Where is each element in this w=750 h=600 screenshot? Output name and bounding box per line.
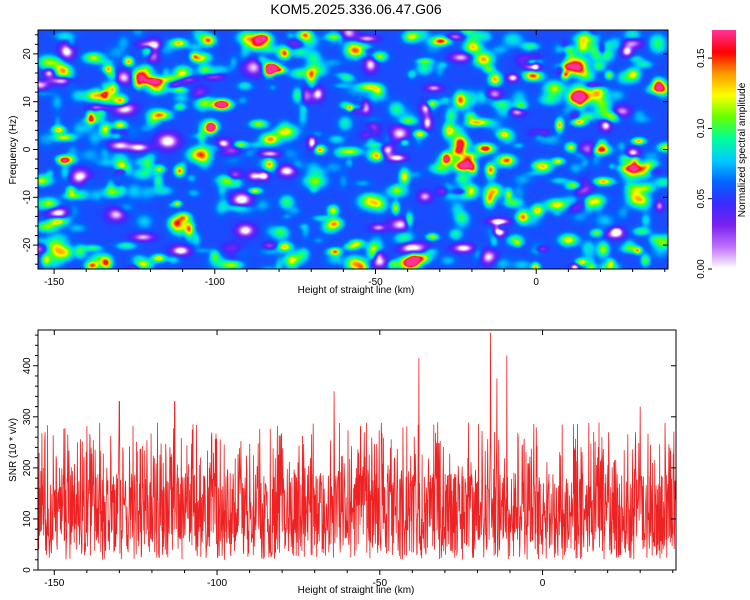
heatmap-x-ticks: -150 -100 -50 0	[44, 30, 666, 288]
snr-x-tick-label: -50	[373, 578, 388, 589]
figure-title: KOM5.2025.336.06.47.G06	[270, 1, 441, 17]
heatmap-x-tick-label: -150	[44, 277, 64, 288]
heatmap-y-axis-label: Frequency (Hz)	[8, 116, 19, 185]
snr-y-tick-label: 0	[22, 567, 33, 573]
snr-y-tick-label: 100	[22, 510, 33, 527]
colorbar: 0.00 0.05 0.10 0.15 Normalized spectral amp…	[696, 30, 748, 279]
snr-x-tick-label: 0	[540, 578, 546, 589]
heatmap-x-tick-label: -100	[205, 277, 225, 288]
heatmap-x-axis-label: Height of straight line (km)	[298, 285, 415, 296]
snr-y-ticks: 0 100 200 300 400	[22, 334, 676, 573]
snr-panel: -150 -100 -50 0 0 100 200 300 400 Height of str…	[8, 329, 677, 596]
snr-x-tick-label: -150	[44, 578, 64, 589]
colorbar-tick-label: 0.15	[696, 48, 707, 68]
heatmap-y-tick-label: 10	[22, 96, 33, 108]
snr-series-line	[37, 332, 677, 560]
colorbar-gradient	[712, 30, 736, 269]
snr-x-tick-label: -100	[207, 578, 227, 589]
snr-y-tick-label: 200	[22, 459, 33, 476]
heatmap-y-tick-label: -20	[22, 237, 33, 252]
heatmap-y-tick-label: -10	[22, 190, 33, 205]
heatmap-y-ticks: -20 -10 0 10 20	[22, 34, 668, 265]
heatmap-x-tick-label: -50	[368, 277, 383, 288]
heatmap-x-tick-label: 0	[533, 277, 539, 288]
snr-x-ticks: -150 -100 -50 0	[44, 330, 674, 589]
snr-y-axis-label: SNR (10 * v/v)	[8, 418, 19, 482]
heatmap-image	[38, 30, 668, 269]
heatmap-y-tick-label: 20	[22, 48, 33, 60]
snr-frame	[37, 329, 677, 571]
heatmap-y-tick-label: 0	[22, 146, 33, 152]
colorbar-label: Normalized spectral amplitude	[737, 82, 748, 217]
snr-y-tick-label: 300	[22, 408, 33, 425]
colorbar-ticks: 0.00 0.05 0.10 0.15	[696, 48, 712, 279]
snr-y-tick-label: 400	[22, 357, 33, 374]
colorbar-tick-label: 0.00	[696, 259, 707, 279]
colorbar-tick-label: 0.10	[696, 118, 707, 138]
snr-x-axis-label: Height of straight line (km)	[298, 585, 415, 596]
colorbar-tick-label: 0.05	[696, 189, 707, 209]
